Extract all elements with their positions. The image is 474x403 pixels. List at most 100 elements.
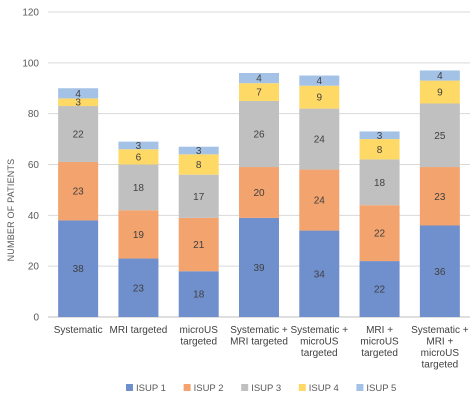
bar-segment (118, 210, 159, 259)
x-tick-label-line: MRI targeted (230, 337, 288, 348)
legend-label: ISUP 1 (136, 383, 166, 394)
bar-segment (239, 73, 279, 84)
data-label: 26 (253, 130, 265, 141)
data-label: 3 (75, 98, 81, 109)
x-tick-label-line: microUS (421, 348, 460, 359)
bar-segment (299, 85, 340, 109)
bar-segment (58, 220, 99, 317)
y-tick-label: 80 (28, 109, 40, 120)
x-tick-label: Systematic (54, 325, 103, 336)
legend-swatch (298, 384, 306, 391)
data-label: 18 (374, 178, 386, 189)
x-category-labels: Systematic MRI targeted microUS targetedSys… (54, 325, 469, 371)
data-label: 4 (437, 71, 443, 82)
bar-segment (118, 149, 159, 165)
bar-segment (299, 169, 340, 231)
bar-segment (118, 258, 159, 317)
data-label: 36 (434, 267, 446, 278)
data-label: 3 (377, 131, 383, 142)
x-tick-label-line: Systematic + (291, 325, 349, 336)
data-label: 23 (73, 187, 85, 198)
data-label: 17 (193, 192, 205, 203)
bar-segment (359, 261, 400, 317)
data-label: 3 (196, 146, 202, 157)
y-tick-label: 100 (22, 58, 39, 69)
x-tick-label-line: microUS (180, 325, 219, 336)
data-label: 4 (317, 76, 323, 87)
data-label: 23 (133, 283, 145, 294)
x-tick-label-line: Systematic (54, 325, 103, 336)
bar-segment (359, 139, 400, 160)
data-label: 8 (196, 160, 202, 171)
x-tick-label-line: targeted (361, 348, 398, 359)
data-label: 18 (193, 290, 205, 301)
x-tick-label-line: Systematic + (411, 325, 469, 336)
bar-segment (118, 141, 159, 150)
data-label: 21 (193, 240, 205, 251)
x-tick-label-line: targeted (422, 360, 459, 371)
x-tick-label-line: microUS (300, 337, 339, 348)
data-label: 34 (314, 269, 326, 280)
data-label: 20 (253, 188, 265, 199)
y-tick-labels: 0 20 40 60 80 100 120 (22, 8, 39, 324)
bar-segment (419, 70, 460, 81)
data-label: 24 (314, 135, 326, 146)
bar-segment (299, 75, 340, 86)
bar-segment (58, 106, 99, 162)
data-label: 25 (434, 131, 446, 142)
data-label: 8 (377, 145, 383, 156)
data-label: 22 (73, 130, 85, 141)
bar-segment (178, 154, 219, 175)
x-tick-label-line: MRI + (366, 325, 393, 336)
legend-swatch (356, 384, 364, 391)
legend-label: ISUP 4 (309, 383, 339, 394)
bar-stacks: 3823223423191863182117833920267434242494… (58, 70, 460, 317)
data-label: 19 (133, 230, 145, 241)
legend-label: ISUP 3 (251, 383, 281, 394)
data-label: 38 (73, 264, 85, 275)
bar-segment (58, 88, 99, 99)
bar-segment (359, 159, 400, 206)
bar-segment (118, 164, 159, 211)
bar-segment (178, 146, 219, 155)
data-label: 4 (256, 74, 262, 85)
x-tick-label: MRI + microUS targeted (360, 325, 399, 359)
y-tick-label: 20 (28, 262, 40, 273)
bar-segment (239, 100, 279, 168)
data-label: 39 (253, 263, 265, 274)
data-label: 22 (374, 229, 386, 240)
bar-segment (299, 230, 340, 317)
bar-segment (178, 174, 219, 218)
y-tick-label: 120 (22, 8, 39, 19)
bar-segment (58, 98, 99, 107)
data-label: 9 (317, 93, 323, 104)
bar-segment (419, 103, 460, 168)
bar-segment (419, 225, 460, 317)
bar-segment (239, 83, 279, 101)
y-tick-label: 40 (28, 211, 40, 222)
x-tick-label-line: Systematic + (230, 325, 288, 336)
x-tick-label: Systematic + microUS targeted (291, 325, 349, 359)
data-label: 4 (75, 89, 81, 100)
legend-swatch (126, 384, 133, 391)
bar-segment (239, 167, 279, 218)
data-label: 22 (374, 285, 386, 296)
bar-segment (239, 217, 279, 317)
bar-segment (178, 217, 219, 272)
y-axis-label: NUMBER OF PATIENTS (6, 159, 16, 262)
data-label: 6 (136, 152, 142, 163)
bar-segment (419, 80, 460, 104)
bar-segment (359, 205, 400, 262)
legend-label: ISUP 5 (366, 383, 396, 394)
x-tick-label-line: microUS (360, 337, 399, 348)
y-tick-label: 0 (33, 313, 39, 324)
data-label: 24 (314, 196, 326, 207)
x-tick-label: Systematic + MRI + microUS targeted (411, 325, 469, 371)
x-tick-label-line: targeted (301, 348, 338, 359)
bar-segment (299, 108, 340, 170)
data-label: 9 (437, 88, 443, 99)
x-tick-label: Systematic + MRI targeted (230, 325, 288, 348)
legend-swatch (183, 384, 191, 391)
data-label: 23 (434, 192, 446, 203)
